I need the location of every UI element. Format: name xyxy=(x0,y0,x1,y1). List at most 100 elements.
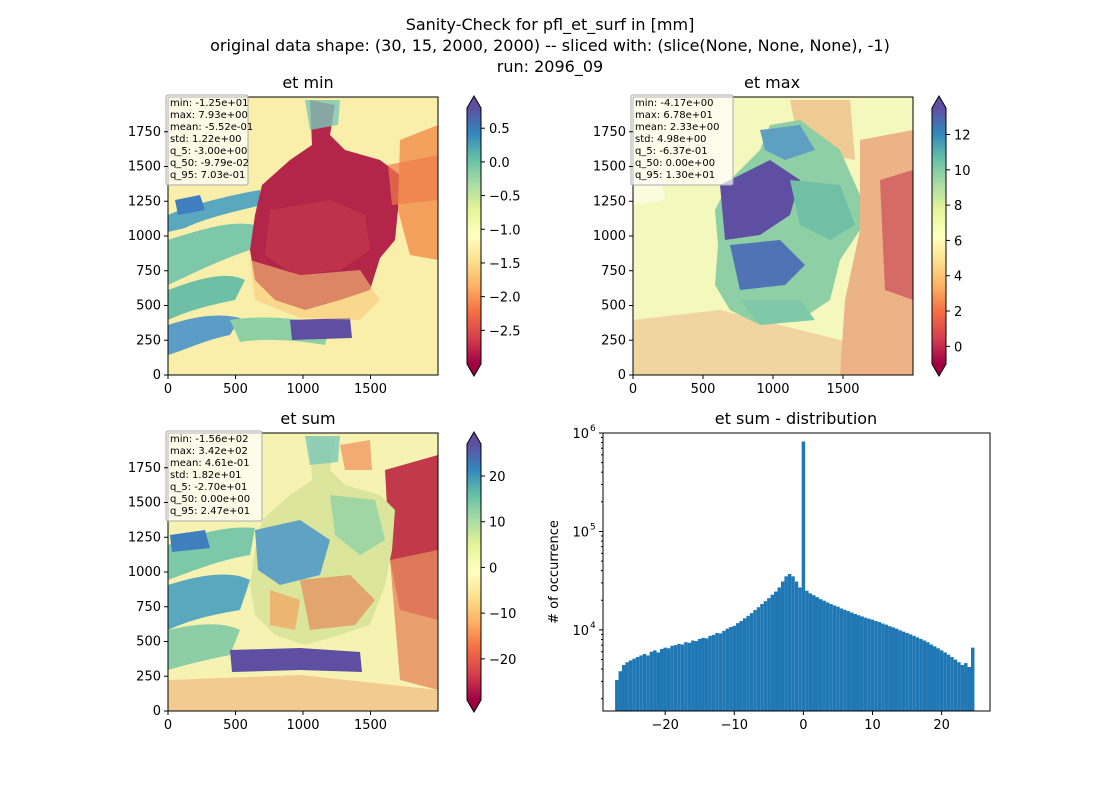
x-tick-label: 0 xyxy=(164,382,172,397)
histogram-bar xyxy=(832,605,837,711)
histogram-bar xyxy=(950,657,954,711)
histogram-bar xyxy=(760,604,764,711)
histogram-bar xyxy=(912,635,916,711)
stat-line: mean: -5.52e-01 xyxy=(170,122,253,133)
y-tick-label: 500 xyxy=(136,299,161,314)
y-tick-label: 1000 xyxy=(128,229,161,244)
histogram-bar xyxy=(812,595,816,711)
histogram-bar xyxy=(639,655,643,711)
stat-line: std: 1.82e+01 xyxy=(170,470,242,481)
colorbar-tick-label: 0 xyxy=(489,561,497,576)
y-tick-label: 1250 xyxy=(593,194,626,209)
y-tick-label: 1500 xyxy=(593,160,626,175)
histogram-bar xyxy=(677,643,681,711)
y-tick-label: 0 xyxy=(153,368,161,383)
histogram-bar xyxy=(746,615,750,711)
histogram-bar xyxy=(787,573,792,711)
panel-title-et-min: et min xyxy=(282,73,333,92)
y-tick-label: 1750 xyxy=(128,125,161,140)
stat-line: q_95: 1.30e+01 xyxy=(635,170,715,181)
x-tick-label: 0 xyxy=(799,718,807,733)
x-tick-label: 20 xyxy=(933,718,950,733)
panel-et-min: et min xyxy=(128,73,521,397)
histogram-bar xyxy=(749,613,754,711)
histogram-bar xyxy=(780,581,785,711)
colorbar-tick-label: −2.0 xyxy=(489,291,521,306)
histogram-bar xyxy=(936,648,940,711)
histogram-bar xyxy=(915,637,920,711)
histogram-bar xyxy=(715,632,719,711)
histogram-ylabel: # of occurrence xyxy=(547,520,562,624)
histogram-frame xyxy=(602,432,991,712)
suptitle-line-1: Sanity-Check for pfl_et_surf in [mm] xyxy=(406,15,695,35)
histogram-bar xyxy=(635,657,640,711)
colorbar-tick-label: 10 xyxy=(489,516,506,531)
histogram-bar xyxy=(704,638,709,711)
axes-et-sum: 0 500 1000 1500 0 250 500 750 1000 1250 1500 1750 xyxy=(128,461,387,733)
histogram-bar xyxy=(877,622,882,711)
stats-box-et-max xyxy=(630,94,734,186)
stat-line: q_50: 0.00e+00 xyxy=(635,158,715,169)
stat-line: max: 3.42e+02 xyxy=(170,446,248,457)
histogram-bar xyxy=(698,638,702,711)
x-tick-label: 500 xyxy=(691,382,716,397)
y-tick-label: 0 xyxy=(153,704,161,719)
histogram-bar xyxy=(836,606,840,711)
histogram-bar xyxy=(939,650,944,711)
colorbar-tick-label: 0.0 xyxy=(489,156,510,171)
y-tick-label: 250 xyxy=(136,333,161,348)
colorbar-tick-label: 0.5 xyxy=(489,122,510,137)
histogram-bar xyxy=(628,660,633,711)
colorbar-tick-label: −10 xyxy=(489,607,516,622)
histogram-bar xyxy=(874,621,878,711)
stat-line: mean: 4.61e-01 xyxy=(170,458,250,469)
histogram-bar xyxy=(970,647,975,711)
colorbar-et-max: 12 10 8 6 4 2 0 xyxy=(931,95,971,377)
histogram-bar xyxy=(625,662,629,711)
histogram-bar xyxy=(670,645,674,711)
y-tick-label: 1500 xyxy=(128,160,161,175)
stat-line: q_5: -6.37e-01 xyxy=(635,146,708,157)
y-tick-label: 1500 xyxy=(128,496,161,511)
axes-et-min: 0 500 1000 1500 0 250 500 750 1000 1250 1500 1750 xyxy=(128,125,387,397)
x-tick-label: 1500 xyxy=(354,382,387,397)
y-tick-label: 1750 xyxy=(593,125,626,140)
panel-title-et-sum: et sum xyxy=(280,409,335,428)
histogram-bar xyxy=(673,645,678,711)
x-tick-label: 500 xyxy=(223,382,248,397)
stat-line: max: 7.93e+00 xyxy=(170,110,248,121)
y-tick-label: 1000 xyxy=(593,229,626,244)
suptitle-line-3: run: 2096_09 xyxy=(497,57,603,77)
histogram-bar xyxy=(725,628,730,711)
stat-line: std: 1.22e+00 xyxy=(170,134,242,145)
stat-line: q_95: 7.03e-01 xyxy=(170,170,245,181)
colorbar-tick-label: 10 xyxy=(954,164,971,179)
stat-line: q_5: -2.70e+01 xyxy=(170,482,247,493)
y-tick-label: 750 xyxy=(601,264,626,279)
panel-title-et-max: et max xyxy=(744,73,800,92)
colorbar-tick-label: −1.0 xyxy=(489,223,521,238)
histogram-bar xyxy=(863,617,868,711)
suptitle-line-2: original data shape: (30, 15, 2000, 2000… xyxy=(210,36,890,55)
histogram-bar xyxy=(953,659,958,711)
histogram-bar xyxy=(860,616,864,711)
histogram-bar xyxy=(687,642,692,711)
histogram-bar xyxy=(660,648,664,711)
colorbar-tick-label: 20 xyxy=(489,470,506,485)
histogram-bar xyxy=(926,642,930,711)
y-tick-label: 1000 xyxy=(128,565,161,580)
stat-line: std: 4.98e+00 xyxy=(635,134,707,145)
x-tick-label: 1500 xyxy=(826,382,859,397)
colorbar-tick-label: 12 xyxy=(954,128,971,143)
histogram-bar xyxy=(622,664,626,711)
histogram-bar xyxy=(618,671,623,711)
x-tick-label: 500 xyxy=(223,718,248,733)
histogram-bar xyxy=(666,648,671,711)
histogram-bar xyxy=(825,602,830,711)
stat-line: q_50: -9.79e-02 xyxy=(170,158,249,169)
histogram-bar xyxy=(870,619,875,711)
